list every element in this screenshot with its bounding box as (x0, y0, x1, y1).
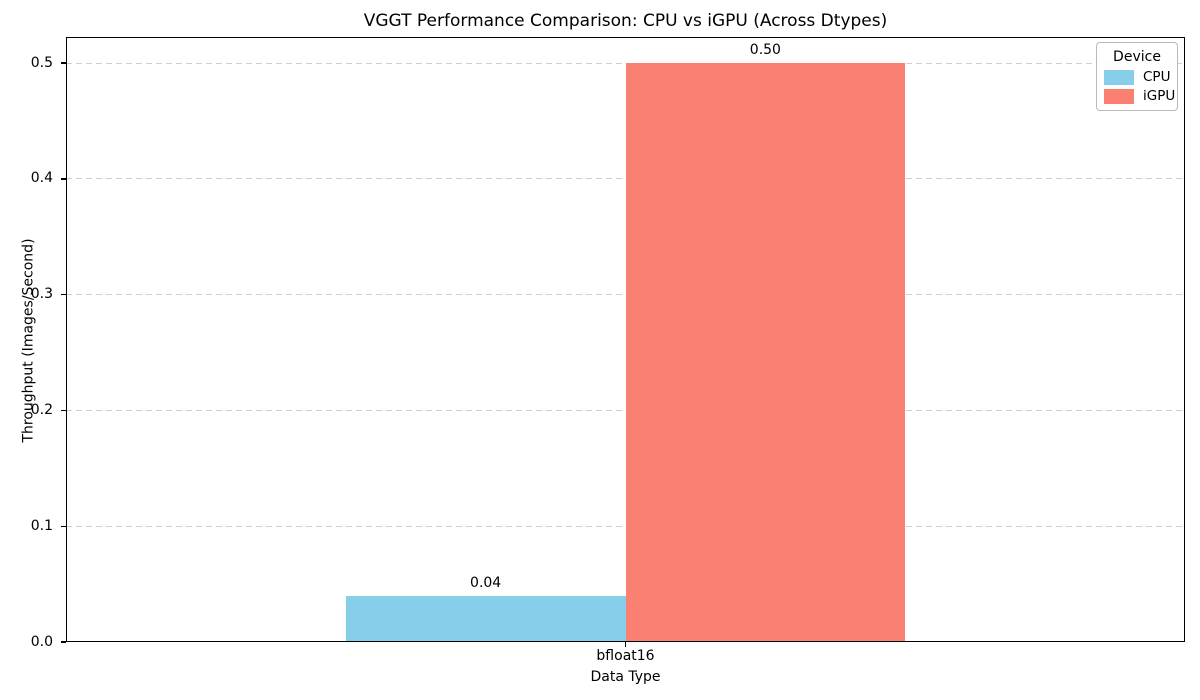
y-tick-label: 0.1 (30, 517, 53, 534)
gridline (66, 62, 1185, 64)
plot-area: 0.04 0.50 (66, 37, 1185, 642)
legend-item-label: CPU (1143, 69, 1171, 85)
x-tick-label: bfloat16 (596, 648, 655, 664)
y-tick (61, 62, 66, 64)
y-tick (61, 409, 66, 412)
y-tick-label: 0.4 (30, 170, 53, 187)
y-tick (61, 178, 66, 180)
x-tick (624, 642, 627, 647)
legend-title: Device (1113, 49, 1161, 65)
legend-item-igpu: iGPU (1104, 89, 1175, 104)
bar-value-label: 0.04 (470, 574, 502, 591)
legend-swatch-igpu (1104, 89, 1134, 104)
y-axis-label: Throughput (Images/Second) (20, 238, 37, 443)
legend-item-cpu: CPU (1104, 70, 1170, 85)
y-tick-label: 0.5 (30, 54, 53, 71)
legend-item-label: iGPU (1143, 88, 1176, 104)
y-tick-label: 0.3 (30, 286, 53, 303)
y-tick (61, 641, 66, 643)
chart-title: VGGT Performance Comparison: CPU vs iGPU… (363, 11, 888, 31)
bar-value-label: 0.50 (749, 42, 781, 59)
legend-items: CPU iGPU (1104, 70, 1175, 104)
y-tick (61, 525, 66, 527)
bar-cpu (345, 595, 626, 642)
y-tick-label: 0.2 (30, 401, 53, 418)
y-tick-label: 0.0 (30, 633, 53, 650)
x-axis-label: Data Type (590, 669, 661, 685)
bar-igpu (625, 63, 906, 642)
legend-swatch-cpu (1104, 70, 1134, 85)
legend: Device CPU iGPU (1096, 42, 1178, 111)
y-tick (61, 293, 66, 296)
